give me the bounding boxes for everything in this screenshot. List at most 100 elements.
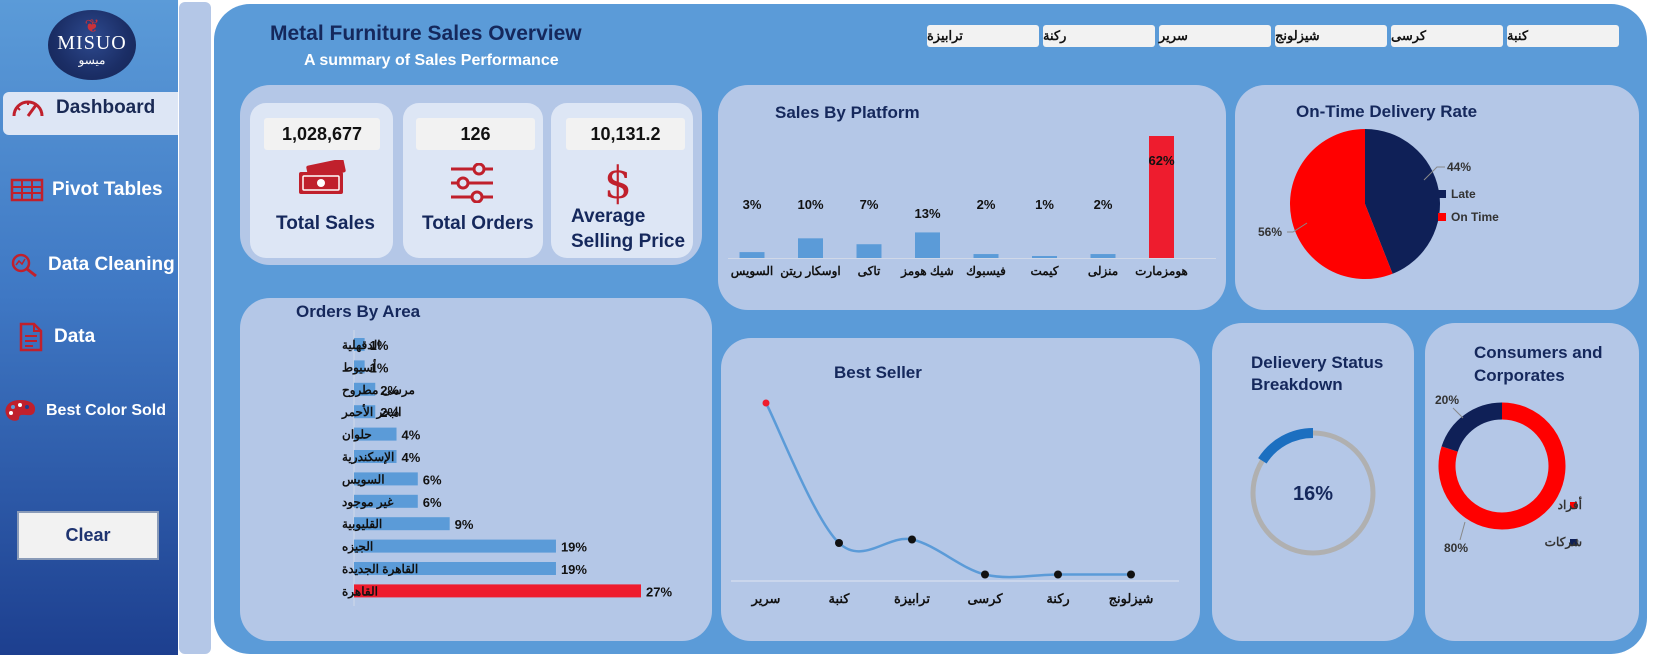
bar [354, 405, 376, 419]
tick-label: ترابيزة [894, 591, 930, 607]
donut-slice [1438, 402, 1566, 530]
logo: ❦ MISUO ميسو [48, 10, 136, 80]
kpi-label-line: Selling Price [571, 230, 686, 252]
tick-label: الجيزه [342, 540, 373, 555]
bar [973, 254, 999, 258]
tick-label: القاهرة الجديدة [342, 562, 418, 577]
data-label: 4% [402, 450, 421, 465]
data-label: 80% [1444, 541, 1468, 555]
slicer-item[interactable]: ترابيزة [927, 25, 1039, 47]
tick-label: السويس [342, 472, 385, 487]
cash-icon [299, 160, 346, 194]
sidebar-item-label: Data [54, 326, 96, 347]
tick-label: شيك هومز [900, 264, 954, 279]
on-time-delivery-chart: 44% 56% Late On Time [1258, 129, 1499, 279]
gauge-value: 16% [1293, 483, 1333, 505]
sidebar: ❦ MISUO ميسو Dashboard Pivot Tables [0, 0, 179, 655]
tick-label: أسيوط [342, 359, 376, 375]
legend-label: أفراد [1558, 497, 1582, 513]
data-label: 19% [561, 540, 587, 555]
bar [354, 517, 450, 531]
data-label: 2% [380, 405, 399, 420]
data-point [1054, 570, 1062, 579]
dollar-icon: $ [604, 158, 632, 209]
sidebar-item-best-color-sold[interactable]: Best Color Sold [2, 398, 166, 424]
logo-text: MISUO [57, 32, 127, 54]
data-label: 10% [797, 197, 823, 212]
data-label: 2% [977, 197, 996, 212]
logo-subtext: ميسو [78, 53, 106, 67]
data-label: 13% [914, 206, 940, 221]
sidebar-item-data[interactable]: Data [16, 322, 95, 352]
delivery-status-title: Delievery Status Breakdown [1251, 353, 1384, 395]
tick-label: القاهرة [342, 584, 378, 599]
bar [856, 244, 882, 258]
slicer-item[interactable]: سرير [1159, 25, 1271, 47]
kpi-total-orders-label: Total Orders [422, 213, 534, 234]
kpi-average-selling-price-label: Average Selling Price [571, 205, 685, 254]
tick-label: تاكى [858, 264, 881, 278]
tick-label: كرسى [967, 591, 1003, 607]
bar [354, 450, 397, 463]
tick-label: كيمت [1030, 264, 1058, 278]
slicer-item[interactable]: كرسى [1391, 25, 1503, 47]
slicer-item[interactable]: شيزلونج [1275, 25, 1387, 47]
delivery-status-chart: 16% [1250, 428, 1376, 556]
bar [798, 238, 823, 258]
tick-label: منزلى [1088, 264, 1118, 279]
clear-button[interactable]: Clear [17, 511, 159, 560]
bar [354, 338, 365, 351]
orders-by-area-title: Orders By Area [296, 302, 421, 321]
legend-label: Late [1451, 187, 1476, 201]
leader-line [1459, 521, 1466, 541]
legend-swatch [1438, 213, 1446, 221]
legend-swatch [1570, 502, 1577, 509]
magnifier-chart-icon [11, 253, 37, 278]
tick-label: فيسبوك [966, 264, 1006, 279]
sliders-icon [451, 163, 493, 203]
data-label: 7% [860, 197, 879, 212]
tick-label: شيزلونج [1109, 591, 1154, 607]
slicer-item[interactable]: ركنة [1043, 25, 1155, 47]
kpi-total-orders-value: 126 [416, 118, 535, 150]
legend-label: On Time [1451, 210, 1499, 224]
data-label: 62% [1148, 153, 1174, 168]
data-label: 2% [1094, 197, 1113, 212]
data-point [1127, 570, 1135, 579]
leader-line [1423, 166, 1445, 181]
sidebar-item-dashboard[interactable]: Dashboard [10, 96, 155, 120]
bar [354, 494, 418, 508]
sidebar-active-highlight [3, 92, 179, 135]
bar [739, 252, 765, 258]
bar [354, 562, 556, 575]
palette-icon [5, 400, 36, 421]
leader-line [1287, 222, 1308, 233]
pie-slice [1290, 129, 1393, 279]
kpi-total-sales-label: Total Sales [276, 213, 375, 234]
gauge-fill [1258, 428, 1314, 464]
legend-swatch [1570, 539, 1577, 546]
sidebar-item-data-cleaning[interactable]: Data Cleaning [10, 252, 175, 278]
slicer-item[interactable]: كنبة [1507, 25, 1619, 47]
data-point [835, 539, 843, 547]
data-label: 3% [743, 197, 762, 212]
on-time-delivery-title: On-Time Delivery Rate [1296, 102, 1478, 121]
sidebar-item-pivot-tables[interactable]: Pivot Tables [10, 178, 163, 202]
tick-label: البحر الأحمر [341, 404, 401, 420]
document-icon [19, 322, 43, 352]
sidebar-item-label: Pivot Tables [52, 179, 163, 200]
sidebar-scroll-strip [179, 2, 211, 654]
data-label: 20% [1435, 393, 1459, 407]
tick-label: السويس [731, 264, 774, 279]
tick-label: سرير [751, 591, 781, 607]
bar [1032, 256, 1057, 258]
data-label: 2% [380, 383, 399, 398]
data-label: 19% [561, 562, 587, 577]
data-label: 9% [455, 517, 474, 532]
product-slicer: ترابيزة ركنة سرير شيزلونج كرسى كنبة [927, 25, 1619, 47]
tick-label: كنبة [828, 591, 850, 606]
data-label: 56% [1258, 225, 1282, 239]
kpi-average-selling-price-value: 10,131.2 [566, 118, 685, 150]
